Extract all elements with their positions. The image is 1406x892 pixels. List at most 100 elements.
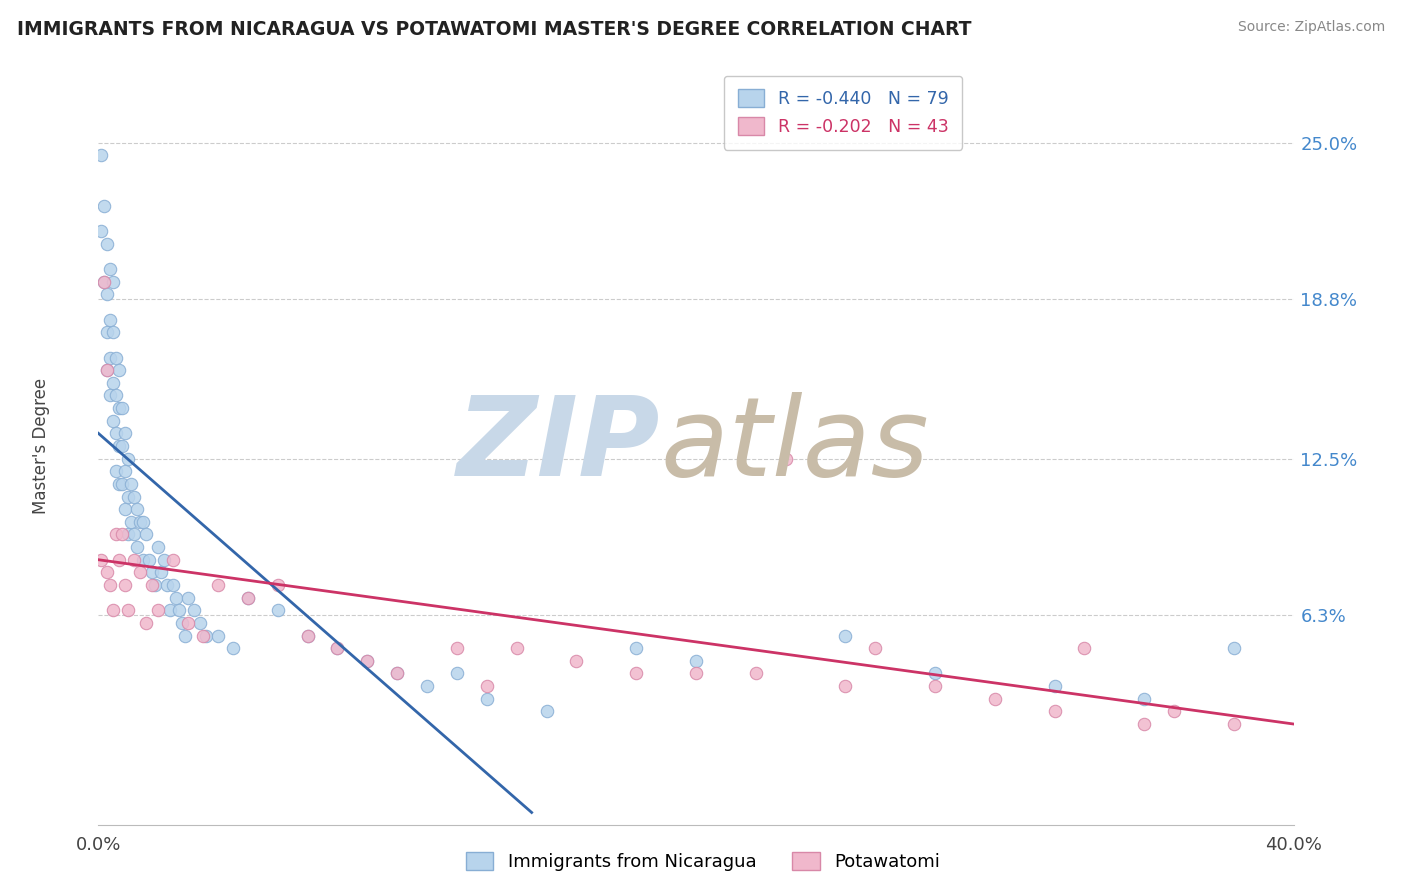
- Point: [162, 578, 184, 592]
- Point: [124, 552, 146, 567]
- Point: [141, 566, 163, 580]
- Point: [96, 325, 118, 339]
- Point: [117, 490, 139, 504]
- Point: [98, 578, 122, 592]
- Point: [114, 464, 136, 478]
- Point: [96, 566, 118, 580]
- Point: [114, 426, 136, 441]
- Point: [177, 615, 200, 630]
- Point: [105, 527, 128, 541]
- Point: [416, 679, 439, 693]
- Point: [924, 666, 946, 681]
- Point: [385, 666, 409, 681]
- Point: [536, 705, 558, 719]
- Point: [93, 275, 115, 289]
- Point: [96, 236, 118, 251]
- Point: [153, 552, 176, 567]
- Point: [685, 654, 707, 668]
- Text: atlas: atlas: [661, 392, 929, 500]
- Point: [90, 224, 112, 238]
- Point: [446, 641, 468, 656]
- Point: [105, 351, 128, 365]
- Point: [1223, 641, 1246, 656]
- Point: [111, 401, 134, 416]
- Point: [177, 591, 200, 605]
- Point: [565, 654, 588, 668]
- Point: [138, 552, 160, 567]
- Point: [120, 476, 142, 491]
- Point: [103, 275, 125, 289]
- Point: [96, 363, 118, 377]
- Point: [98, 262, 122, 277]
- Point: [135, 615, 157, 630]
- Point: [108, 552, 131, 567]
- Point: [98, 351, 122, 365]
- Point: [129, 515, 152, 529]
- Point: [1043, 679, 1066, 693]
- Point: [207, 629, 229, 643]
- Point: [165, 591, 187, 605]
- Point: [865, 641, 887, 656]
- Point: [834, 629, 856, 643]
- Point: [475, 679, 498, 693]
- Point: [446, 666, 468, 681]
- Point: [98, 388, 122, 402]
- Point: [156, 578, 179, 592]
- Point: [127, 540, 149, 554]
- Point: [159, 603, 181, 617]
- Point: [626, 641, 648, 656]
- Point: [207, 578, 229, 592]
- Point: [135, 527, 157, 541]
- Point: [111, 439, 134, 453]
- Point: [195, 629, 218, 643]
- Point: [183, 603, 205, 617]
- Point: [90, 552, 112, 567]
- Point: [685, 666, 707, 681]
- Point: [108, 439, 131, 453]
- Point: [132, 515, 155, 529]
- Point: [385, 666, 409, 681]
- Point: [174, 629, 197, 643]
- Point: [96, 363, 118, 377]
- Point: [924, 679, 946, 693]
- Point: [1133, 717, 1156, 731]
- Point: [191, 629, 214, 643]
- Point: [297, 629, 319, 643]
- Point: [475, 691, 498, 706]
- Point: [103, 414, 125, 428]
- Point: [111, 527, 134, 541]
- Point: [150, 566, 173, 580]
- Point: [111, 476, 134, 491]
- Point: [105, 464, 128, 478]
- Point: [103, 325, 125, 339]
- Point: [124, 490, 146, 504]
- Point: [127, 502, 149, 516]
- Point: [114, 502, 136, 516]
- Point: [105, 388, 128, 402]
- Point: [148, 603, 170, 617]
- Point: [124, 527, 146, 541]
- Text: Master's Degree: Master's Degree: [32, 378, 51, 514]
- Point: [162, 552, 184, 567]
- Point: [98, 312, 122, 326]
- Text: Source: ZipAtlas.com: Source: ZipAtlas.com: [1237, 20, 1385, 34]
- Point: [222, 641, 245, 656]
- Point: [117, 451, 139, 466]
- Point: [108, 476, 131, 491]
- Legend: Immigrants from Nicaragua, Potawatomi: Immigrants from Nicaragua, Potawatomi: [458, 845, 948, 879]
- Point: [120, 515, 142, 529]
- Point: [356, 654, 378, 668]
- Point: [132, 552, 155, 567]
- Point: [143, 578, 166, 592]
- Point: [297, 629, 319, 643]
- Point: [984, 691, 1007, 706]
- Text: ZIP: ZIP: [457, 392, 661, 500]
- Point: [267, 603, 290, 617]
- Point: [96, 287, 118, 301]
- Point: [1043, 705, 1066, 719]
- Point: [90, 148, 112, 162]
- Text: IMMIGRANTS FROM NICARAGUA VS POTAWATOMI MASTER'S DEGREE CORRELATION CHART: IMMIGRANTS FROM NICARAGUA VS POTAWATOMI …: [17, 20, 972, 38]
- Point: [326, 641, 349, 656]
- Point: [141, 578, 163, 592]
- Point: [267, 578, 290, 592]
